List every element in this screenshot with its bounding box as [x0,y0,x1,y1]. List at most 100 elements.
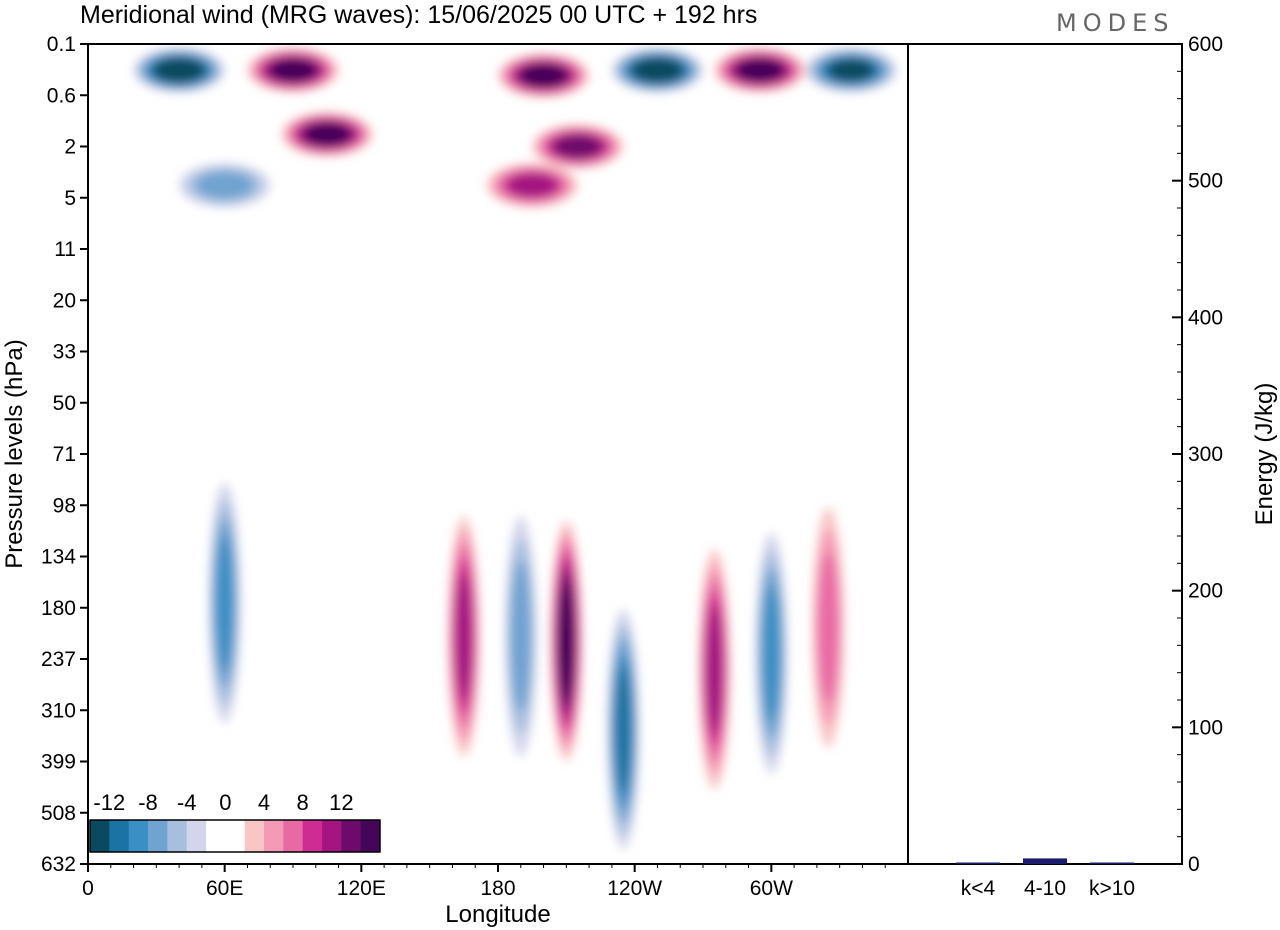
y-tick-label: 5 [64,187,76,210]
positive-wind-cell [497,53,590,98]
energy-bar-chart: 0 100 200 300 400 500 600 k<4 4-10 k>10 [956,33,1223,900]
negative-wind-cell [755,533,788,774]
colorbar-swatch [225,820,246,852]
energy-tick-label: 300 [1188,443,1223,466]
positive-wind-cell [550,520,583,761]
modes-logo: MODES [1056,9,1174,37]
x-tick-label: 0 [82,877,94,900]
contour-band [305,123,350,145]
energy-category-label: 4-10 [1024,877,1066,900]
energy-tick-label: 400 [1188,306,1223,329]
energy-axis-label: Energy (J/kg) [1251,383,1278,526]
energy-tick-label: 600 [1188,33,1223,56]
y-tick-label: 508 [41,802,76,825]
negative-wind-cell [179,163,271,208]
colorbar: -12 -8 -4 0 4 8 12 [89,790,381,853]
y-tick-label: 310 [41,699,76,722]
colorbar-tick-label: -8 [138,790,158,815]
colorbar-swatch [90,820,110,852]
colorbar-swatch [283,820,304,852]
negative-wind-cell [504,516,537,757]
y-tick-label: 0.6 [47,84,76,107]
colorbar-tick-label: 4 [258,790,270,815]
y-axis-ticks: 0.1 0.6 2 5 11 20 33 50 71 98 134 180 237 310 399 508 63… [41,33,88,876]
y-tick-label: 237 [41,648,76,671]
energy-tick-label: 500 [1188,170,1223,193]
contour-band [521,64,566,86]
x-tick-label: 120E [337,877,386,900]
contour-band [558,583,575,699]
energy-tick-label: 200 [1188,580,1223,603]
heatmap-field [133,48,897,850]
x-tick-label: 60E [206,877,243,900]
colorbar-swatch [264,820,284,852]
y-tick-label: 0.1 [47,33,76,56]
contour-band [508,173,557,197]
y-tick-label: 632 [41,853,76,876]
y-tick-label: 50 [53,392,76,415]
energy-bar [1023,858,1067,864]
energy-panel-frame [907,43,1183,865]
positive-wind-cell [812,507,845,748]
colorbar-swatch [128,820,149,852]
positive-wind-cell [281,112,373,157]
contour-band [455,573,473,700]
x-axis-label: Longitude [445,901,550,928]
colorbar-tick-label: 12 [329,790,353,815]
y-tick-label: 134 [41,546,76,569]
colorbar-tick-label: -12 [93,790,125,815]
contour-band [614,665,632,793]
negative-wind-cell [607,609,640,850]
energy-tick-label: 100 [1188,716,1223,739]
colorbar-swatch [167,820,188,852]
y-tick-label: 2 [64,136,76,159]
energy-bar [956,862,1000,864]
x-tick-label: 60W [750,877,793,900]
energy-tick-label: 0 [1188,853,1200,876]
contour-band [762,585,781,722]
contour-band [828,59,874,82]
positive-wind-cell [698,549,731,790]
negative-wind-cell [805,48,897,93]
contour-band [738,59,782,81]
colorbar-tick-label: 8 [297,790,309,815]
contour-band [510,561,531,712]
colorbar-swatch [244,820,265,852]
y-axis-label: Pressure levels (hPa) [1,339,28,568]
y-tick-label: 20 [53,289,76,312]
y-tick-label: 11 [54,238,76,261]
energy-category-label: k<4 [961,877,996,900]
colorbar-swatch [206,820,226,852]
x-tick-label: 180 [480,877,515,900]
positive-wind-cell [447,516,480,757]
contour-band [818,551,839,703]
contour-band [705,605,723,733]
colorbar-swatch [109,820,130,852]
colorbar-swatch [302,820,323,852]
colorbar-frame [89,819,381,853]
colorbar-tick-label: 0 [219,790,231,815]
chart-title: Meridional wind (MRG waves): 15/06/2025 … [80,1,757,29]
negative-wind-cell [611,48,704,93]
x-axis-ticks: 0 60E 120E 180 120W 60W [82,864,886,900]
contour-band [157,59,201,81]
energy-bar [1090,862,1134,864]
x-tick-label: 120W [607,877,662,900]
colorbar-swatch [148,820,168,852]
y-tick-label: 180 [41,597,76,620]
negative-wind-cell [208,482,241,723]
colorbar-swatch [186,820,207,852]
colorbar-swatch [360,820,381,852]
y-tick-label: 98 [53,494,76,517]
negative-wind-cell [133,48,225,93]
contour-band [271,59,315,81]
positive-wind-cell [247,48,339,93]
contour-band [554,135,601,158]
y-tick-label: 71 [53,443,76,466]
colorbar-swatch [322,820,342,852]
colorbar-swatch [341,820,362,852]
energy-category-label: k>10 [1089,877,1135,900]
positive-wind-cell [532,124,624,169]
contour-band [635,59,680,81]
